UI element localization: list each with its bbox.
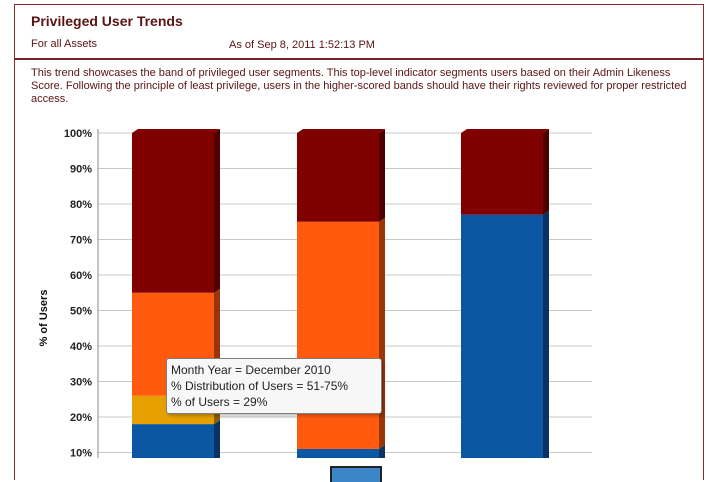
bar-segment [297,133,379,222]
bar-top-face [297,129,385,133]
chart-tooltip: Month Year = December 2010 % Distributio… [166,358,382,414]
bar-segment [461,133,543,215]
header-divider [15,58,703,60]
as-of-timestamp: As of Sep 8, 2011 1:52:13 PM [229,39,375,51]
y-tick-label: 30% [70,377,92,389]
y-tick-label: 40% [70,341,92,353]
y-tick-label: 100% [64,128,92,140]
bar-segment-side [543,129,549,215]
y-tick-label: 60% [70,270,92,282]
bar-segment [132,133,214,293]
bar-top-face [461,129,549,133]
y-tick-label: 50% [70,306,92,318]
tooltip-month-year: Month Year = December 2010 [171,363,331,377]
bar-segment-side [543,210,549,458]
y-tick-label: 70% [70,235,92,247]
plot-area: 10% 20% 30% 40% 50% 60% 70% 80% 90% 100% [64,128,592,460]
bar-top-face [132,129,220,133]
tooltip-distribution: % Distribution of Users = 51-75% [171,379,349,393]
report-description: This trend showcases the band of privile… [31,67,687,105]
bar-segment-side [214,129,220,293]
bar-segment [297,221,379,449]
bar-segment-side [379,217,385,449]
scroll-indicator-button[interactable] [330,466,382,482]
bar-segment-side [379,129,385,222]
bar-segment [297,448,379,458]
y-axis-title: % of Users [38,290,50,347]
report-title: Privileged User Trends [31,13,183,29]
tooltip-percent-users: % of Users = 29% [171,395,268,409]
bar-segment-side [214,420,220,458]
bar-segment [132,424,214,458]
y-tick-label: 90% [70,164,92,176]
y-tick-label: 20% [70,412,92,424]
scope-label: For all Assets [31,38,98,50]
y-tick-label: 10% [70,448,92,460]
bar-segment-side [379,444,385,458]
bar-segment [461,214,543,458]
y-tick-label: 80% [70,199,92,211]
